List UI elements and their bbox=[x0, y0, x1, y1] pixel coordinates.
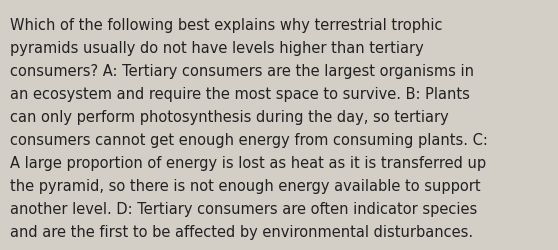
Text: an ecosystem and require the most space to survive. B: Plants: an ecosystem and require the most space … bbox=[10, 86, 470, 102]
Text: consumers cannot get enough energy from consuming plants. C:: consumers cannot get enough energy from … bbox=[10, 132, 488, 148]
Text: consumers? A: Tertiary consumers are the largest organisms in: consumers? A: Tertiary consumers are the… bbox=[10, 64, 474, 78]
Text: another level. D: Tertiary consumers are often indicator species: another level. D: Tertiary consumers are… bbox=[10, 202, 477, 216]
Text: and are the first to be affected by environmental disturbances.: and are the first to be affected by envi… bbox=[10, 224, 473, 240]
Text: Which of the following best explains why terrestrial trophic: Which of the following best explains why… bbox=[10, 18, 442, 32]
Text: A large proportion of energy is lost as heat as it is transferred up: A large proportion of energy is lost as … bbox=[10, 156, 486, 170]
Text: the pyramid, so there is not enough energy available to support: the pyramid, so there is not enough ener… bbox=[10, 178, 480, 194]
Text: pyramids usually do not have levels higher than tertiary: pyramids usually do not have levels high… bbox=[10, 40, 424, 56]
Text: can only perform photosynthesis during the day, so tertiary: can only perform photosynthesis during t… bbox=[10, 110, 449, 124]
